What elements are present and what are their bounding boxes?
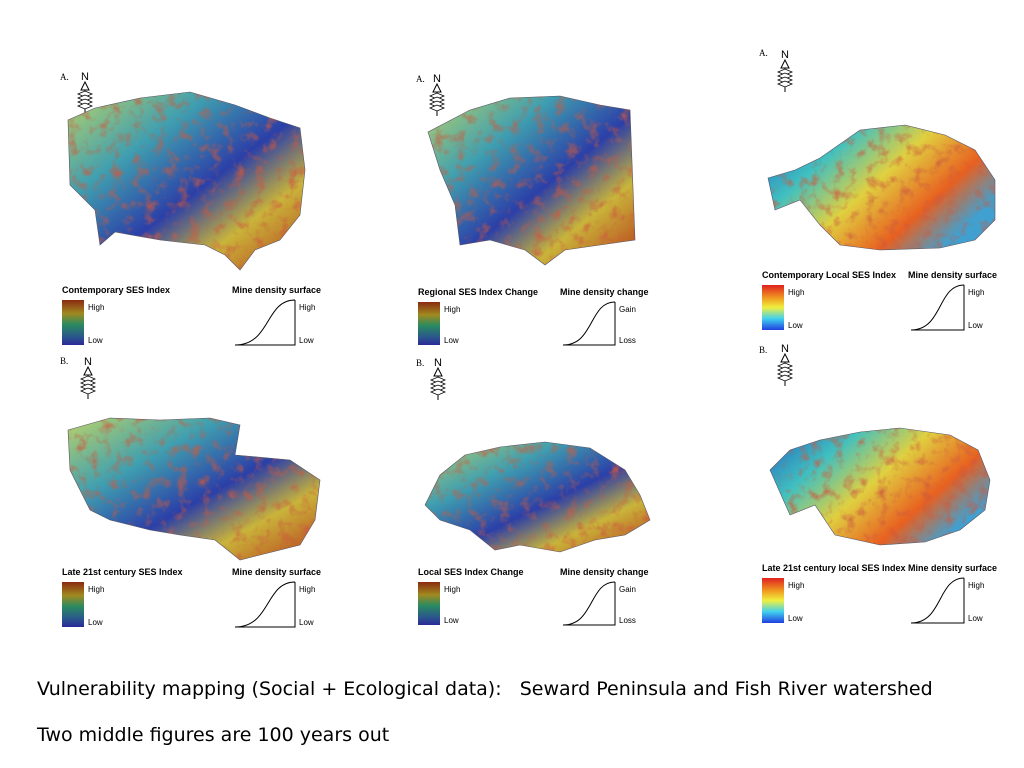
density-curve [562, 581, 616, 626]
north-label: N [781, 49, 789, 61]
legend-high: High [444, 585, 460, 594]
map-texture [768, 125, 995, 250]
density-curve [562, 301, 616, 346]
curve-high: High [968, 581, 984, 590]
legend-title: Late 21st century local SES Index [762, 563, 906, 573]
curve-high: Gain [619, 305, 636, 314]
legend-bar [418, 582, 440, 625]
curve-title: Mine density change [560, 567, 649, 577]
curve-title: Mine density surface [232, 567, 321, 577]
legend-bar [762, 285, 784, 330]
legend-title: Contemporary Local SES Index [762, 270, 896, 280]
curve-high: High [968, 288, 984, 297]
legend-title: Late 21st century SES Index [62, 567, 183, 577]
density-curve [910, 577, 965, 624]
north-arrow [776, 374, 794, 382]
map-panel: B. N Late 21st century SES Index High Low Min… [60, 356, 321, 628]
panel-label: B. [759, 345, 767, 355]
density-curve [234, 299, 296, 346]
curve-low: Loss [619, 336, 636, 345]
panel-label: A. [60, 72, 69, 82]
panel-label: A. [759, 48, 768, 58]
legend-high: High [88, 585, 104, 594]
curve-title: Mine density surface [908, 270, 997, 280]
density-curve [910, 284, 965, 331]
north-arrow [79, 387, 97, 395]
north-arrow [428, 104, 446, 112]
panel-label: B. [60, 356, 68, 366]
map-texture [68, 418, 320, 560]
legend-title: Regional SES Index Change [418, 287, 538, 297]
map-panel: A. N Contemporary Local SES Index High Low Mi… [759, 48, 997, 331]
curve-high: High [299, 585, 315, 594]
legend-high: High [444, 305, 460, 314]
legend-high: High [788, 288, 804, 297]
legend-low: Low [788, 321, 803, 330]
caption: Vulnerability mapping (Social + Ecologic… [37, 678, 933, 700]
legend-title: Local SES Index Change [418, 567, 524, 577]
north-label: N [433, 73, 441, 85]
map-panel: B. N Local SES Index Change High Low Mine den… [416, 357, 651, 626]
legend-bar [62, 582, 84, 627]
panels: A. N Contemporary SES Index High Low Mine den… [60, 48, 997, 628]
legend-bar [418, 302, 440, 345]
curve-high: Gain [619, 585, 636, 594]
north-arrow [776, 80, 794, 88]
curve-title: Mine density change [560, 287, 649, 297]
curve-title: Mine density surface [908, 563, 997, 573]
legend-low: Low [444, 336, 459, 345]
legend-low: Low [88, 618, 103, 627]
curve-high: High [299, 303, 315, 312]
map-texture [428, 96, 635, 265]
legend-bar [62, 300, 84, 345]
curve-low: Low [968, 321, 983, 330]
panel-label: A. [416, 74, 425, 84]
north-label: N [434, 357, 442, 369]
legend-title: Contemporary SES Index [62, 285, 170, 295]
density-curve [234, 581, 296, 628]
curve-low: Low [299, 618, 314, 627]
north-label: N [781, 343, 789, 355]
north-arrow [429, 388, 447, 396]
legend-high: High [88, 303, 104, 312]
map-texture [770, 428, 990, 545]
legend-high: High [788, 581, 804, 590]
panel-label: B. [416, 358, 424, 368]
map-texture [68, 92, 305, 270]
map-panel: A. N Regional SES Index Change High Low Mine … [416, 73, 649, 346]
north-label: N [84, 356, 92, 368]
curve-low: Low [299, 336, 314, 345]
caption: Two middle figures are 100 years out [36, 724, 389, 746]
curve-title: Mine density surface [232, 285, 321, 295]
map-texture [425, 442, 650, 552]
legend-bar [762, 578, 784, 623]
legend-low: Low [88, 336, 103, 345]
legend-low: Low [788, 614, 803, 623]
curve-low: Loss [619, 616, 636, 625]
curve-low: Low [968, 614, 983, 623]
map-panel: A. N Contemporary SES Index High Low Mine den… [60, 71, 321, 346]
north-arrow [76, 102, 94, 110]
north-label: N [81, 71, 89, 83]
map-panel: B. N Late 21st century local SES Index High… [759, 343, 997, 624]
legend-low: Low [444, 616, 459, 625]
